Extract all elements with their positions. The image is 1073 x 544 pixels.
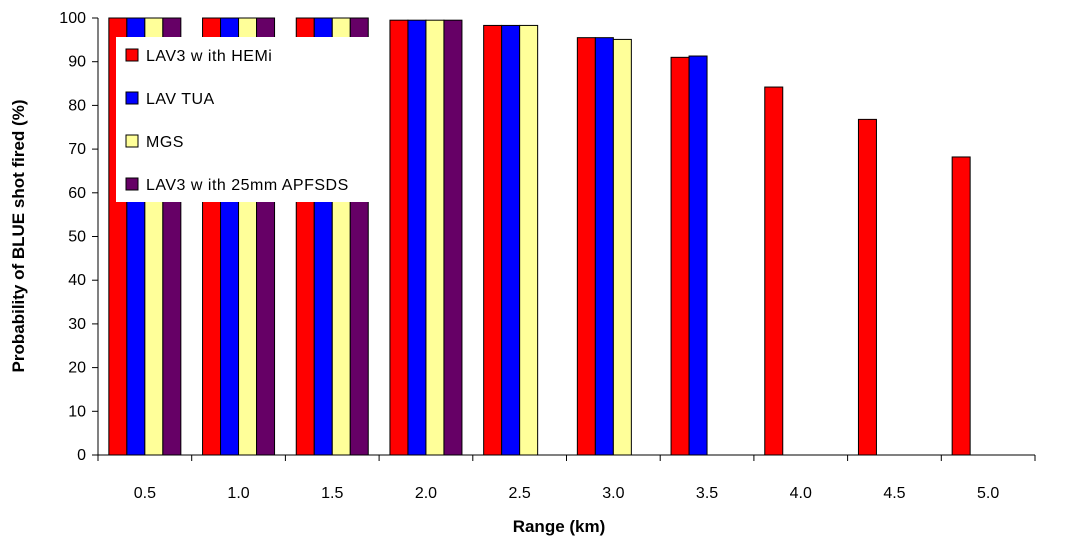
x-tick-label: 2.5	[509, 485, 531, 502]
y-tick-label: 90	[68, 54, 86, 71]
legend-swatch	[125, 91, 139, 105]
y-tick-label: 60	[68, 185, 86, 202]
legend-label: LAV TUA	[146, 91, 215, 108]
bar	[857, 118, 877, 456]
x-tick-label: 0.5	[134, 485, 156, 502]
bar	[670, 56, 690, 456]
y-tick-label: 50	[68, 229, 86, 246]
y-tick-labels: 0 10 20 30 40 50 60 70 80 90 100	[59, 10, 86, 464]
legend-swatch	[125, 134, 139, 148]
x-tick-label: 3.0	[602, 485, 624, 502]
bar	[389, 19, 409, 456]
x-tick-labels: 0.5 1.0 1.5 2.0 2.5 3.0 3.5 4.0 4.5 5.0	[134, 485, 1000, 502]
bar	[425, 19, 445, 456]
x-tick-label: 5.0	[977, 485, 999, 502]
y-tick-label: 0	[77, 447, 86, 464]
bar	[764, 86, 784, 456]
bar	[443, 19, 463, 456]
x-tick-label: 4.5	[883, 485, 905, 502]
legend-swatch	[125, 48, 139, 62]
x-tick-label: 1.0	[227, 485, 249, 502]
x-tick-label: 4.0	[790, 485, 812, 502]
bar	[594, 37, 614, 456]
bar	[407, 19, 427, 456]
legend: LAV3 w ith HEMi LAV TUA MGS LAV3 w ith 25mm…	[116, 37, 386, 202]
y-tick-label: 70	[68, 141, 86, 158]
y-tick-label: 40	[68, 272, 86, 289]
x-tick-label: 1.5	[321, 485, 343, 502]
y-tick-label: 20	[68, 360, 86, 377]
legend-label: MGS	[146, 134, 184, 151]
legend-label: LAV3 w ith 25mm APFSDS	[146, 177, 349, 194]
bar	[951, 156, 971, 456]
legend-box	[116, 37, 386, 202]
bar	[501, 24, 521, 456]
bar	[612, 38, 632, 456]
y-tick-label: 30	[68, 316, 86, 333]
bar	[519, 24, 539, 456]
bar	[576, 37, 596, 456]
legend-label: LAV3 w ith HEMi	[146, 48, 272, 65]
bar	[483, 24, 503, 456]
y-axis-title: Probability of BLUE shot fired (%)	[9, 100, 28, 373]
x-tick-label: 3.5	[696, 485, 718, 502]
x-axis-title: Range (km)	[513, 517, 606, 536]
y-tick-label: 80	[68, 97, 86, 114]
y-tick-label: 10	[68, 403, 86, 420]
bar	[688, 55, 708, 456]
legend-swatch	[125, 177, 139, 191]
x-tick-label: 2.0	[415, 485, 437, 502]
y-tick-label: 100	[59, 10, 86, 27]
